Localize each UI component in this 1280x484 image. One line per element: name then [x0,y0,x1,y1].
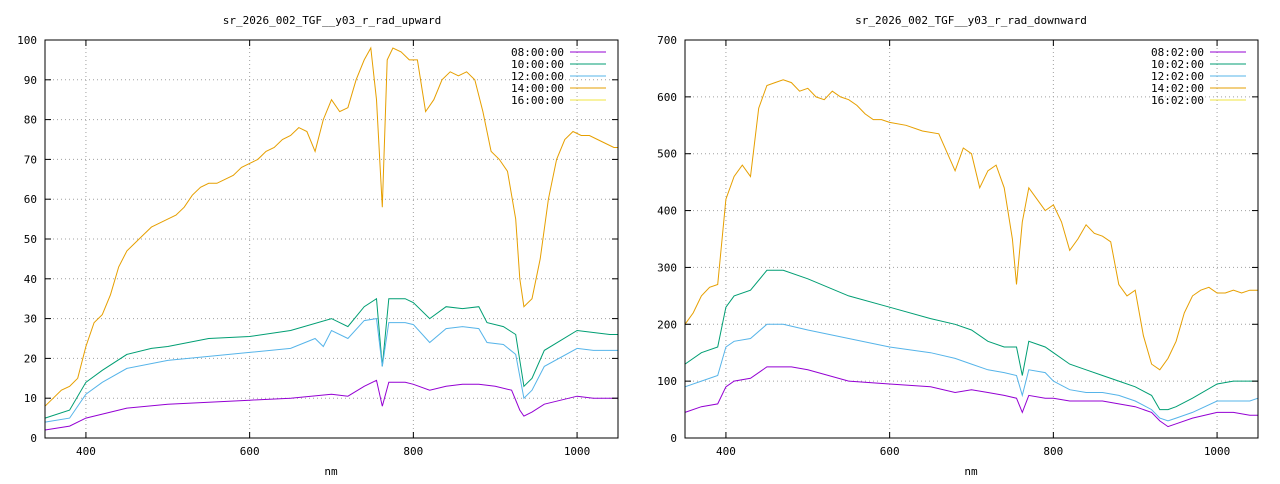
downward-legend-label: 16:02:00 [1151,94,1204,107]
upward-xtick-label: 1000 [564,445,591,458]
upward-ytick-label: 100 [17,34,37,47]
upward-series-12-00-00 [44,318,618,423]
upward-series-14-00-00 [44,46,618,407]
chart-upward: sr_2026_002_TGF__y03_r_rad_upward nm 400… [17,14,619,478]
downward-xtick-label: 400 [716,445,736,458]
upward-legend-label: 16:00:00 [511,94,564,107]
downward-series-14-02-00 [684,79,1258,371]
upward-ytick-label: 80 [24,114,37,127]
downward-xtick-label: 1000 [1204,445,1231,458]
downward-ytick-label: 200 [657,318,677,331]
downward-series-10-02-00 [684,269,1258,411]
upward-legend-label: 08:00:00 [511,46,564,59]
downward-ytick-label: 500 [657,148,677,161]
upward-ytick-label: 70 [24,153,37,166]
downward-legend-label: 08:02:00 [1151,46,1204,59]
downward-ytick-label: 300 [657,261,677,274]
downward-ytick-label: 700 [657,34,677,47]
downward-ytick-label: 600 [657,91,677,104]
upward-ytick-label: 10 [24,392,37,405]
upward-legend-label: 12:00:00 [511,70,564,83]
upward-ytick-label: 50 [24,233,37,246]
upward-ytick-label: 90 [24,74,37,87]
upward-ytick-label: 40 [24,273,37,286]
upward-ytick-label: 20 [24,352,37,365]
chart-downward-xlabel: nm [964,465,978,478]
upward-series-08-00-00 [44,379,618,431]
downward-legend-label: 10:02:00 [1151,58,1204,71]
downward-series-08-02-00 [684,366,1258,428]
chart-upward-xlabel: nm [324,465,338,478]
upward-ytick-label: 0 [30,432,37,445]
downward-series-12-02-00 [684,323,1259,422]
downward-xtick-label: 800 [1043,445,1063,458]
chart-downward-title: sr_2026_002_TGF__y03_r_rad_downward [855,14,1087,27]
downward-legend-label: 12:02:00 [1151,70,1204,83]
downward-legend-label: 14:02:00 [1151,82,1204,95]
upward-xtick-label: 400 [76,445,96,458]
upward-legend-label: 10:00:00 [511,58,564,71]
downward-ytick-label: 100 [657,375,677,388]
downward-ytick-label: 0 [670,432,677,445]
upward-ytick-label: 30 [24,313,37,326]
downward-xtick-label: 600 [880,445,900,458]
upward-xtick-label: 600 [240,445,260,458]
chart-upward-title: sr_2026_002_TGF__y03_r_rad_upward [223,14,442,27]
upward-legend-label: 14:00:00 [511,82,564,95]
upward-xtick-label: 800 [403,445,423,458]
chart-downward: sr_2026_002_TGF__y03_r_rad_downward nm 4… [657,14,1259,478]
downward-ytick-label: 400 [657,205,677,218]
downward-plot-frame [684,39,1259,439]
upward-series-10-00-00 [44,297,618,419]
upward-ytick-label: 60 [24,193,37,206]
